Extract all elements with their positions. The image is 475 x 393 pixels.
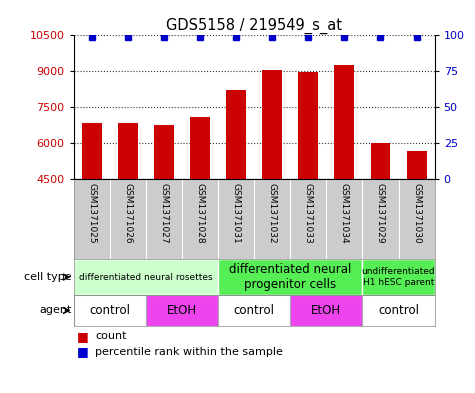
Text: GSM1371025: GSM1371025 xyxy=(87,183,96,244)
Text: GSM1371030: GSM1371030 xyxy=(412,183,421,244)
Bar xyxy=(154,125,174,179)
Text: GSM1371026: GSM1371026 xyxy=(124,183,132,244)
Bar xyxy=(407,151,427,179)
Text: ■: ■ xyxy=(77,330,89,343)
Text: control: control xyxy=(89,304,130,317)
Text: agent: agent xyxy=(39,305,71,316)
Bar xyxy=(118,123,138,179)
Bar xyxy=(370,143,390,179)
Bar xyxy=(226,90,246,179)
Bar xyxy=(82,123,102,179)
Bar xyxy=(74,295,146,326)
Text: GSM1371033: GSM1371033 xyxy=(304,183,313,244)
Text: undifferentiated
H1 hESC parent: undifferentiated H1 hESC parent xyxy=(362,267,436,287)
Title: GDS5158 / 219549_s_at: GDS5158 / 219549_s_at xyxy=(166,18,342,34)
Text: control: control xyxy=(378,304,419,317)
Bar xyxy=(190,117,210,179)
Bar xyxy=(298,72,318,179)
Bar xyxy=(262,70,282,179)
Text: GSM1371027: GSM1371027 xyxy=(160,183,168,244)
Text: GSM1371032: GSM1371032 xyxy=(268,183,276,244)
Text: GSM1371031: GSM1371031 xyxy=(232,183,240,244)
Text: cell type: cell type xyxy=(24,272,71,282)
Text: differentiated neural
progenitor cells: differentiated neural progenitor cells xyxy=(229,263,352,291)
Text: EtOH: EtOH xyxy=(167,304,197,317)
Bar xyxy=(362,259,435,295)
Bar xyxy=(290,295,362,326)
Bar xyxy=(334,65,354,179)
Bar xyxy=(218,259,362,295)
Text: percentile rank within the sample: percentile rank within the sample xyxy=(95,347,283,357)
Text: GSM1371034: GSM1371034 xyxy=(340,183,349,244)
Bar xyxy=(74,259,218,295)
Text: differentiated neural rosettes: differentiated neural rosettes xyxy=(79,273,213,281)
Text: GSM1371028: GSM1371028 xyxy=(196,183,204,244)
Text: control: control xyxy=(234,304,275,317)
Bar xyxy=(362,295,435,326)
Bar xyxy=(218,295,290,326)
Text: EtOH: EtOH xyxy=(311,304,342,317)
Bar xyxy=(146,295,218,326)
Text: ■: ■ xyxy=(77,345,89,358)
Text: GSM1371029: GSM1371029 xyxy=(376,183,385,244)
Text: count: count xyxy=(95,331,126,341)
